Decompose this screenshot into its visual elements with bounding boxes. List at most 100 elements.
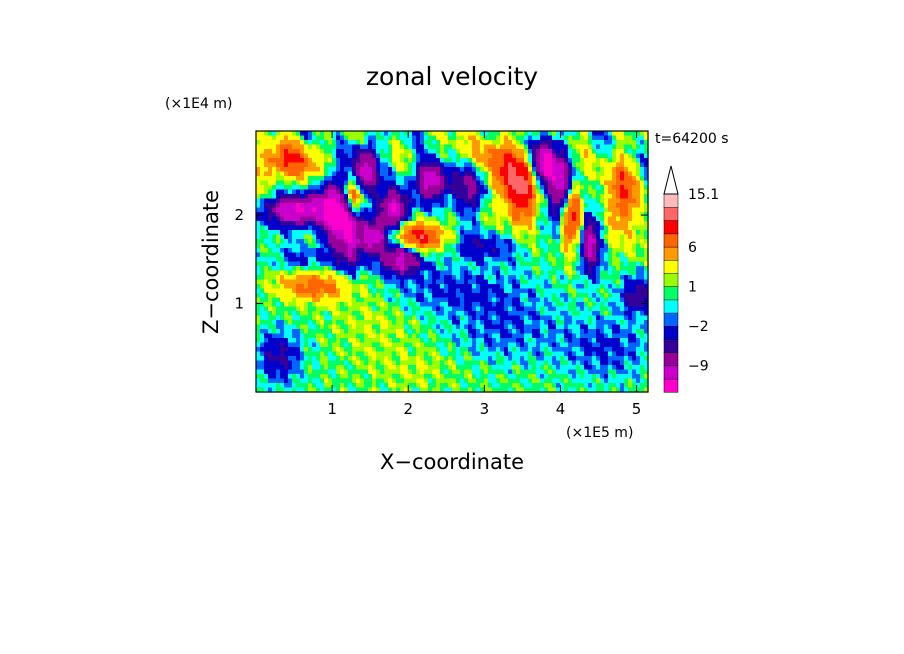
heatmap-cell — [276, 198, 281, 204]
heatmap-cell — [468, 225, 473, 231]
heatmap-cell — [632, 167, 637, 173]
heatmap-cell — [588, 140, 593, 146]
heatmap-cell — [608, 275, 613, 281]
heatmap-cell — [568, 185, 573, 191]
heatmap-cell — [408, 284, 413, 290]
heatmap-cell — [536, 216, 541, 222]
heatmap-cell — [320, 216, 325, 222]
heatmap-cell — [260, 207, 265, 213]
heatmap-cell — [640, 225, 645, 231]
heatmap-cell — [540, 239, 545, 245]
heatmap-cell — [432, 297, 437, 303]
heatmap-cell — [332, 248, 337, 254]
heatmap-cell — [488, 333, 493, 339]
heatmap-cell — [316, 315, 321, 321]
heatmap-cell — [540, 279, 545, 285]
heatmap-cell — [452, 135, 457, 141]
heatmap-cell — [640, 284, 645, 290]
heatmap-cell — [520, 221, 525, 227]
heatmap-cell — [348, 216, 353, 222]
heatmap-cell — [384, 279, 389, 285]
heatmap-cell — [268, 243, 273, 249]
heatmap-cell — [292, 324, 297, 330]
heatmap-cell — [520, 311, 525, 317]
heatmap-cell — [548, 198, 553, 204]
heatmap-cell — [284, 252, 289, 258]
heatmap-cell — [352, 324, 357, 330]
heatmap-cell — [288, 171, 293, 177]
heatmap-cell — [504, 203, 509, 209]
heatmap-cell — [392, 176, 397, 182]
heatmap-cell — [488, 288, 493, 294]
heatmap-cell — [556, 153, 561, 159]
heatmap-cell — [436, 198, 441, 204]
heatmap-cell — [312, 270, 317, 276]
heatmap-cell — [476, 351, 481, 357]
heatmap-cell — [592, 176, 597, 182]
heatmap-cell — [588, 144, 593, 150]
heatmap-cell — [496, 252, 501, 258]
heatmap-cell — [512, 329, 517, 335]
heatmap-cell — [632, 302, 637, 308]
heatmap-cell — [632, 279, 637, 285]
heatmap-cell — [552, 198, 557, 204]
heatmap-cell — [416, 288, 421, 294]
heatmap-cell — [368, 243, 373, 249]
heatmap-cell — [540, 158, 545, 164]
heatmap-cell — [552, 252, 557, 258]
heatmap-cell — [436, 158, 441, 164]
heatmap-cell — [328, 221, 333, 227]
heatmap-cell — [540, 149, 545, 155]
heatmap-cell — [364, 315, 369, 321]
heatmap-cell — [440, 306, 445, 312]
heatmap-cell — [460, 198, 465, 204]
heatmap-cell — [408, 239, 413, 245]
heatmap-cell — [292, 347, 297, 353]
heatmap-cell — [568, 216, 573, 222]
heatmap-cell — [368, 279, 373, 285]
heatmap-cell — [632, 162, 637, 168]
heatmap-cell — [524, 149, 529, 155]
heatmap-cell — [388, 198, 393, 204]
heatmap-cell — [328, 288, 333, 294]
heatmap-cell — [612, 158, 617, 164]
heatmap-cell — [488, 356, 493, 362]
heatmap-cell — [428, 306, 433, 312]
heatmap-cell — [484, 279, 489, 285]
heatmap-cell — [268, 270, 273, 276]
heatmap-cell — [308, 315, 313, 321]
heatmap-cell — [580, 275, 585, 281]
heatmap-cell — [488, 189, 493, 195]
heatmap-cell — [608, 230, 613, 236]
heatmap-cell — [488, 257, 493, 263]
heatmap-cell — [628, 288, 633, 294]
heatmap-cell — [452, 315, 457, 321]
heatmap-cell — [428, 351, 433, 357]
heatmap-cell — [448, 306, 453, 312]
heatmap-cell — [372, 225, 377, 231]
heatmap-cell — [560, 207, 565, 213]
heatmap-cell — [564, 149, 569, 155]
heatmap-cell — [500, 351, 505, 357]
heatmap-cell — [384, 185, 389, 191]
heatmap-cell — [604, 297, 609, 303]
heatmap-cell — [464, 338, 469, 344]
heatmap-cell — [636, 351, 641, 357]
heatmap-cell — [316, 342, 321, 348]
heatmap-cell — [336, 176, 341, 182]
heatmap-cell — [300, 162, 305, 168]
heatmap-cell — [396, 329, 401, 335]
heatmap-cell — [404, 329, 409, 335]
heatmap-cell — [368, 338, 373, 344]
heatmap-cell — [612, 239, 617, 245]
heatmap-cell — [536, 324, 541, 330]
heatmap-cell — [388, 279, 393, 285]
heatmap-cell — [316, 338, 321, 344]
heatmap-cell — [444, 176, 449, 182]
heatmap-cell — [384, 158, 389, 164]
heatmap-cell — [368, 275, 373, 281]
heatmap-cell — [304, 234, 309, 240]
heatmap-cell — [360, 212, 365, 218]
heatmap-cell — [268, 347, 273, 353]
